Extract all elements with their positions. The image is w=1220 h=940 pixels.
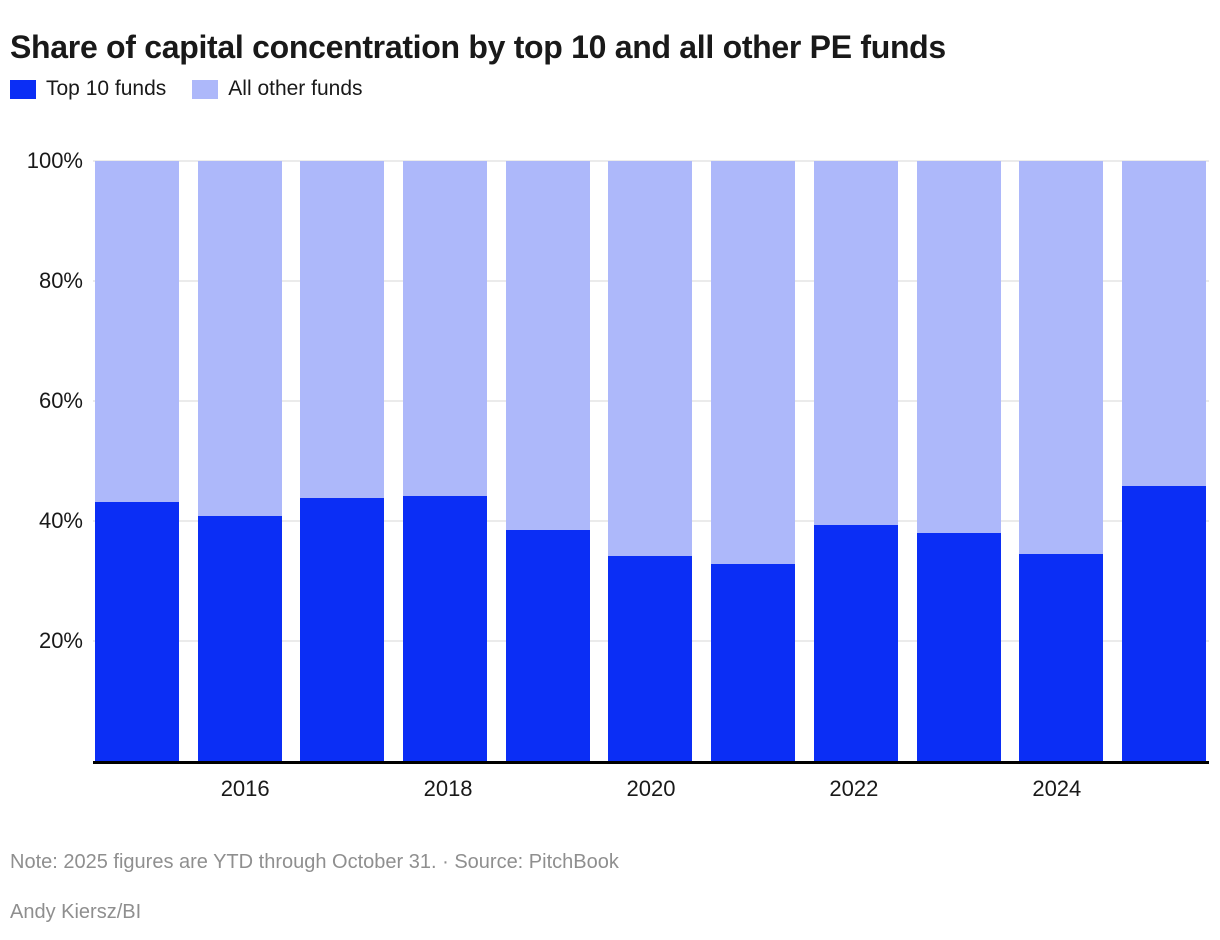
segment-top10-2023 <box>916 533 1001 761</box>
bar-2015 <box>95 161 179 761</box>
author-credit: Andy Kiersz/BI <box>10 901 142 923</box>
legend-swatch-all-other <box>192 79 219 99</box>
bar-2024 <box>1019 161 1104 761</box>
bar-2019 <box>505 161 590 761</box>
y-tick-label-40: 40% <box>38 508 83 533</box>
segment-top10-2019 <box>505 530 590 761</box>
segment-top10-2021 <box>711 564 796 761</box>
bar-2021 <box>711 161 796 761</box>
legend: Top 10 funds All other funds <box>10 77 363 101</box>
segment-all-other-2016 <box>197 161 282 517</box>
segment-top10-2015 <box>95 501 179 761</box>
segment-all-other-2024 <box>1019 161 1104 554</box>
plot-area <box>93 160 1209 764</box>
x-tick-label-2020: 2020 <box>626 776 676 801</box>
bar-2016 <box>197 161 282 761</box>
chart-title: Share of capital concentration by top 10… <box>10 29 946 66</box>
source-note: Note: 2025 figures are YTD through Octob… <box>10 851 619 873</box>
bar-2022 <box>813 161 898 761</box>
x-axis-labels: 2016 2018 2020 2022 2024 <box>93 772 1209 806</box>
y-axis-labels: 20% 40% 60% 80% 100% <box>0 148 83 761</box>
bars <box>93 161 1209 761</box>
bar-2023 <box>916 161 1001 761</box>
segment-top10-2024 <box>1019 554 1104 761</box>
x-tick-label-2016: 2016 <box>220 776 270 801</box>
segment-all-other-2025 <box>1121 161 1206 487</box>
segment-all-other-2022 <box>813 161 898 526</box>
bar-2018 <box>403 161 488 761</box>
segment-top10-2022 <box>813 525 898 761</box>
legend-label-all-other: All other funds <box>228 77 363 100</box>
legend-item-all-other: All other funds <box>192 77 363 101</box>
y-tick-label-80: 80% <box>38 268 83 293</box>
bar-2020 <box>608 161 693 761</box>
segment-top10-2016 <box>197 516 282 761</box>
segment-all-other-2023 <box>916 161 1001 533</box>
x-tick-label-2024: 2024 <box>1032 776 1082 801</box>
y-tick-label-100: 100% <box>26 148 83 173</box>
legend-swatch-top10 <box>10 79 36 99</box>
y-tick-label-60: 60% <box>38 388 83 413</box>
bar-2017 <box>300 161 385 761</box>
segment-top10-2018 <box>403 495 488 761</box>
segment-top10-2017 <box>300 498 385 761</box>
segment-top10-2025 <box>1121 486 1206 761</box>
legend-item-top10: Top 10 funds <box>10 77 166 101</box>
segment-all-other-2015 <box>95 161 179 502</box>
segment-top10-2020 <box>608 555 693 761</box>
segment-all-other-2017 <box>300 161 385 499</box>
segment-all-other-2019 <box>505 161 590 530</box>
y-tick-label-20: 20% <box>38 628 83 653</box>
segment-all-other-2020 <box>608 161 693 556</box>
segment-all-other-2021 <box>711 161 796 565</box>
legend-label-top10: Top 10 funds <box>46 77 167 100</box>
bar-2025 <box>1121 161 1206 761</box>
x-tick-label-2022: 2022 <box>829 776 879 801</box>
x-tick-label-2018: 2018 <box>423 776 473 801</box>
segment-all-other-2018 <box>403 161 488 496</box>
